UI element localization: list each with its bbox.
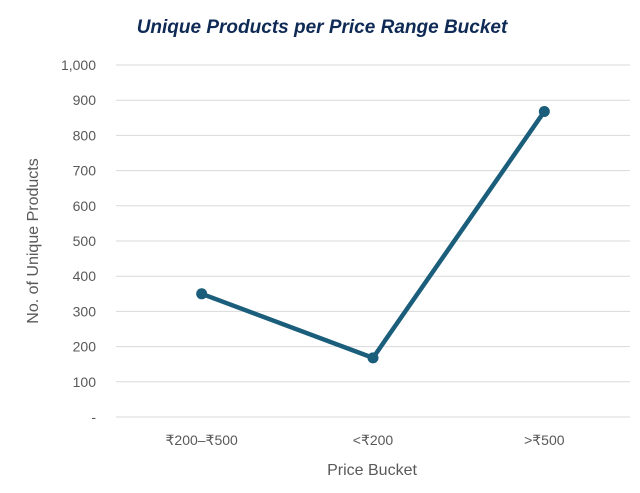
gridlines — [116, 64, 630, 418]
y-tick-label: 100 — [73, 374, 97, 390]
x-axis-title: Price Bucket — [327, 462, 417, 479]
data-point — [538, 105, 550, 117]
data-point — [367, 352, 379, 364]
y-tick-label: 900 — [73, 92, 97, 108]
y-tick-label: 800 — [73, 127, 97, 143]
y-tick-label: 400 — [73, 268, 97, 284]
data-point — [196, 288, 208, 300]
series-layer — [196, 105, 550, 364]
x-tick-label: ₹200–₹500 — [166, 432, 239, 448]
y-tick-label: 500 — [73, 233, 97, 249]
y-tick-label: 1,000 — [61, 57, 96, 73]
y-tick-label: - — [91, 409, 96, 425]
x-axis-ticks: ₹200–₹500 <₹200 >₹500 — [166, 432, 565, 448]
y-axis-title: No. of Unique Products — [25, 158, 42, 323]
y-tick-label: 200 — [73, 339, 97, 355]
x-tick-label: <₹200 — [353, 432, 394, 448]
series-line — [199, 109, 547, 361]
x-tick-label: >₹500 — [524, 432, 565, 448]
y-tick-label: 300 — [73, 303, 97, 319]
y-axis-ticks: - 100 200 300 400 500 600 700 800 900 1,000 — [61, 57, 96, 425]
y-tick-label: 600 — [73, 198, 97, 214]
chart-title: Unique Products per Price Range Bucket — [137, 17, 508, 38]
y-tick-label: 700 — [73, 163, 97, 179]
